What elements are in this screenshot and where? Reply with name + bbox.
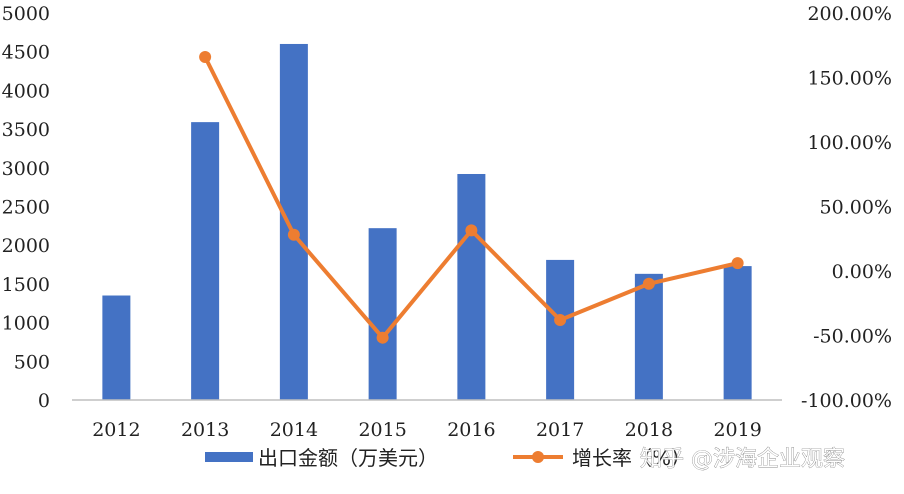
- bar-series: [102, 43, 752, 401]
- x-axis-ticks: 2012 2013 2014 2015 2016 2017 2018 2019: [92, 419, 762, 441]
- left-tick-label: 3500: [2, 119, 50, 141]
- legend: 出口金额（万美元） 增长率（%）: [205, 446, 691, 470]
- left-tick-label: 4500: [2, 42, 50, 64]
- line-point: [731, 257, 744, 270]
- legend-bar-swatch: [205, 452, 253, 462]
- left-tick-label: 0: [38, 390, 50, 412]
- x-tick-label: 2013: [181, 419, 229, 441]
- bar: [102, 295, 131, 400]
- right-tick-label: 50.00%: [820, 197, 892, 219]
- bar: [191, 122, 220, 400]
- left-tick-label: 5000: [2, 3, 50, 25]
- x-tick-label: 2018: [625, 419, 673, 441]
- left-tick-label: 3000: [2, 158, 50, 180]
- left-tick-label: 2000: [2, 235, 50, 257]
- right-tick-label: -50.00%: [813, 326, 892, 348]
- watermark-text: 知乎 @涉海企业观察: [640, 447, 845, 472]
- x-tick-label: 2012: [92, 419, 140, 441]
- line-point: [376, 331, 389, 344]
- line-point: [554, 314, 567, 327]
- left-tick-label: 1000: [2, 313, 50, 335]
- bar: [368, 228, 397, 400]
- line-series: [199, 50, 744, 344]
- x-tick-label: 2016: [447, 419, 495, 441]
- right-tick-label: -100.00%: [801, 390, 892, 412]
- left-tick-label: 2500: [2, 197, 50, 219]
- bar: [279, 43, 308, 401]
- x-tick-label: 2014: [270, 419, 318, 441]
- left-axis-ticks: 0 500 1000 1500 2000 2500 3000 3500 4000 4500 5000: [2, 3, 50, 412]
- line-point: [642, 277, 655, 290]
- left-tick-label: 1500: [2, 274, 50, 296]
- line-point: [199, 50, 212, 63]
- legend-line-marker: [532, 451, 544, 463]
- x-tick-label: 2017: [536, 419, 584, 441]
- legend-bar-label: 出口金额（万美元）: [258, 446, 438, 470]
- right-tick-label: 200.00%: [807, 3, 892, 25]
- bar: [634, 273, 663, 400]
- left-tick-label: 4000: [2, 80, 50, 102]
- right-axis-ticks: -100.00% -50.00% 0.00% 50.00% 100.00% 150.00%…: [801, 3, 892, 412]
- x-tick-label: 2015: [358, 419, 406, 441]
- bar: [723, 266, 752, 400]
- right-tick-label: 0.00%: [832, 261, 892, 283]
- bar: [546, 259, 575, 400]
- line-point: [465, 224, 478, 237]
- x-tick-label: 2019: [713, 419, 761, 441]
- left-tick-label: 500: [14, 351, 50, 373]
- bar: [457, 173, 486, 400]
- right-tick-label: 150.00%: [807, 68, 892, 90]
- watermark: 知乎 @涉海企业观察: [640, 447, 846, 473]
- legend-line-label: 增长率（%）: [572, 446, 691, 470]
- line-point: [287, 228, 300, 241]
- right-tick-label: 100.00%: [807, 132, 892, 154]
